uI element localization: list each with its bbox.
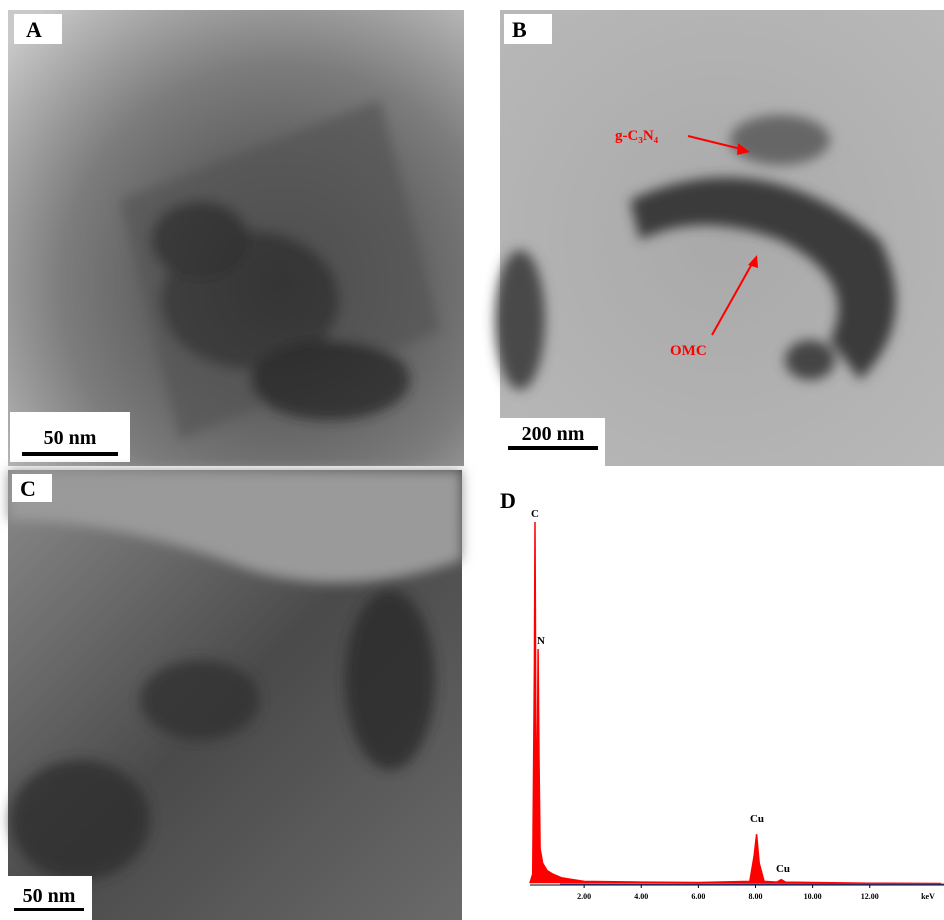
x-tick-label: 12.00 <box>861 892 879 901</box>
scale-bar-label: 50 nm <box>23 885 76 907</box>
figure: A 50 nm B 200 nm g-C₃N₄ OMC <box>0 0 944 920</box>
panel-b: B 200 nm g-C₃N₄ OMC <box>495 10 944 466</box>
x-tick-label: 2.00 <box>577 892 591 901</box>
panel-label: B <box>512 17 527 42</box>
x-tick-label: 10.00 <box>804 892 822 901</box>
scale-bar-label: 200 nm <box>522 423 585 445</box>
panel-label: D <box>500 488 516 513</box>
x-tick-label: 4.00 <box>634 892 648 901</box>
panel-c: C 50 nm <box>8 470 462 920</box>
annotation: g-C₃N₄ <box>615 128 659 144</box>
peak-label: C <box>531 508 539 520</box>
x-tick-label: 8.00 <box>748 892 762 901</box>
x-axis-label: keV <box>921 892 935 901</box>
scale-bar-label: 50 nm <box>44 427 97 449</box>
panel-a: A 50 nm <box>8 10 464 466</box>
page: A 50 nm B 200 nm g-C₃N₄ OMC <box>0 0 944 920</box>
spectrum <box>530 522 941 884</box>
panel-label: C <box>20 476 36 501</box>
x-tick-label: 6.00 <box>691 892 705 901</box>
annotation: OMC <box>670 343 707 359</box>
peak-label: Cu <box>776 863 790 875</box>
panel-d: D 2.00 4.00 6.00 8.00 10.00 12.00 keV C N Cu Cu <box>500 488 944 901</box>
panel-label: A <box>26 17 42 42</box>
peak-label: Cu <box>750 813 764 825</box>
peak-label: N <box>537 635 545 647</box>
